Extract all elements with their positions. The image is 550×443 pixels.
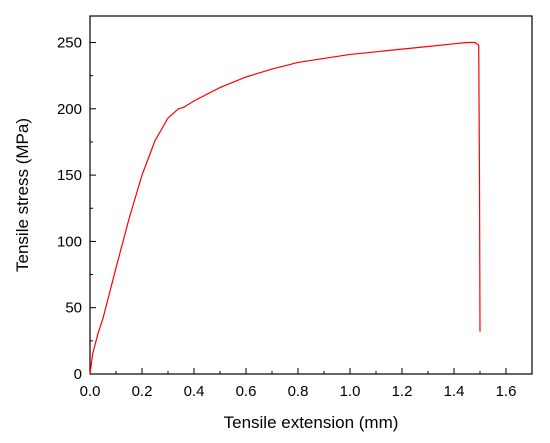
y-tick-label: 250 (57, 35, 82, 52)
x-tick-label: 1.6 (496, 383, 517, 400)
y-tick-label: 200 (57, 101, 82, 118)
y-tick-label: 0 (74, 366, 82, 383)
x-axis-title: Tensile extension (mm) (224, 413, 399, 432)
y-axis-title: Tensile stress (MPa) (13, 118, 32, 272)
x-tick-label: 0.8 (288, 383, 309, 400)
y-tick-label: 50 (65, 300, 82, 317)
stress-extension-curve (89, 41, 481, 375)
x-tick-label: 0.6 (236, 383, 257, 400)
y-tick-label: 100 (57, 233, 82, 250)
x-tick-label: 0.0 (80, 383, 101, 400)
x-tick-label: 0.2 (132, 383, 153, 400)
x-tick-label: 1.2 (392, 383, 413, 400)
plot-frame (89, 15, 533, 375)
x-tick-label: 1.0 (340, 383, 361, 400)
x-tick-label: 1.4 (444, 383, 465, 400)
y-tick-label: 150 (57, 167, 82, 184)
x-tick-label: 0.4 (184, 383, 205, 400)
